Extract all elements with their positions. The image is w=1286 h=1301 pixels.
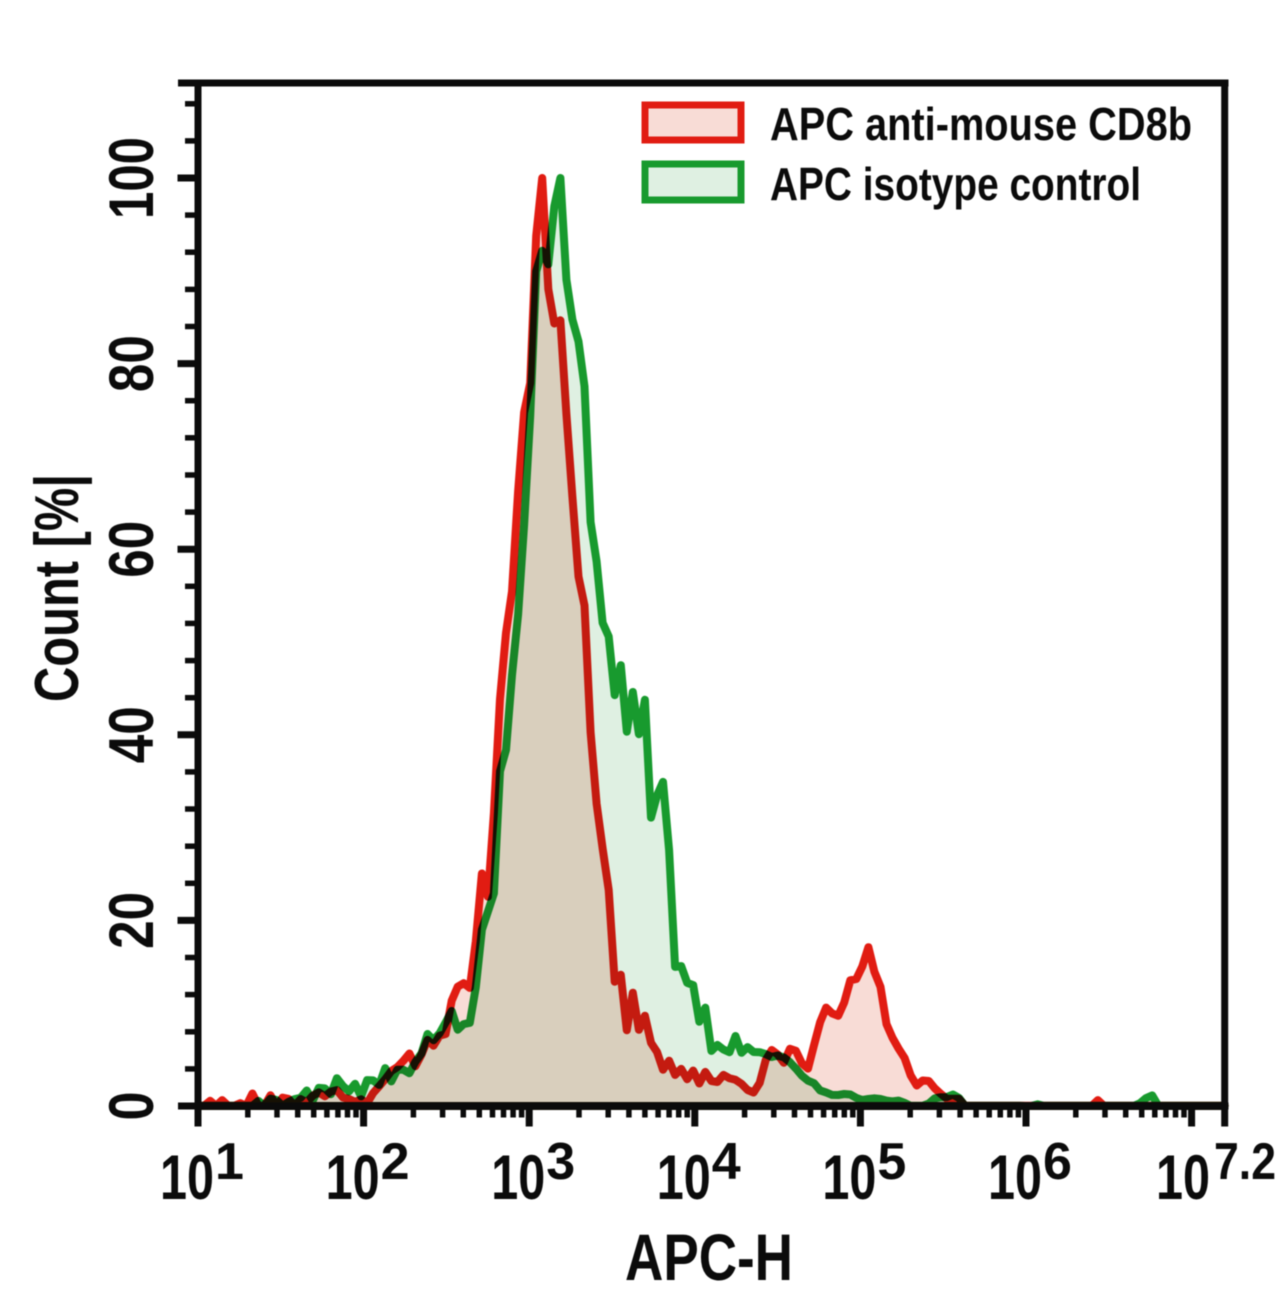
svg-text:5: 5 — [877, 1133, 906, 1191]
svg-text:40: 40 — [97, 706, 167, 763]
svg-text:Count [%|: Count [%| — [23, 474, 93, 702]
svg-text:3: 3 — [546, 1133, 575, 1191]
svg-text:APC-H: APC-H — [625, 1220, 793, 1294]
svg-text:10: 10 — [160, 1143, 214, 1213]
svg-text:10: 10 — [1156, 1143, 1210, 1213]
svg-text:80: 80 — [97, 335, 167, 392]
svg-text:4: 4 — [712, 1133, 741, 1191]
svg-text:60: 60 — [97, 521, 167, 578]
svg-text:6: 6 — [1043, 1133, 1072, 1191]
svg-text:7.2: 7.2 — [1214, 1133, 1276, 1191]
svg-text:APC anti-mouse CD8b: APC anti-mouse CD8b — [770, 98, 1192, 150]
svg-text:100: 100 — [97, 137, 167, 219]
svg-text:20: 20 — [97, 892, 167, 949]
svg-text:2: 2 — [381, 1133, 410, 1191]
svg-text:10: 10 — [491, 1143, 545, 1213]
svg-text:10: 10 — [326, 1143, 380, 1213]
svg-text:0: 0 — [97, 1092, 167, 1121]
svg-text:10: 10 — [822, 1143, 876, 1213]
svg-text:APC isotype control: APC isotype control — [770, 158, 1141, 210]
svg-text:1: 1 — [215, 1133, 244, 1191]
svg-text:10: 10 — [988, 1143, 1042, 1213]
svg-text:10: 10 — [657, 1143, 711, 1213]
